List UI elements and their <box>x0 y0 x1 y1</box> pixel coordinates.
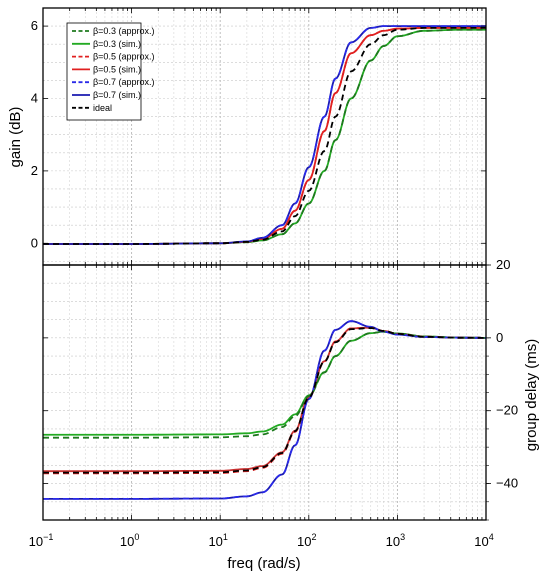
gain-plot-series <box>43 25 486 245</box>
gain-tick-label: 2 <box>31 163 38 178</box>
group-delay-tick-label: −20 <box>496 403 518 418</box>
legend-label: β=0.5 (approx.) <box>93 52 154 62</box>
legend-label: β=0.7 (sim.) <box>93 90 141 100</box>
gain-plot-ticks <box>42 8 487 265</box>
freq-tick-label: 103 <box>386 532 405 549</box>
group-delay-series-line-3 <box>43 326 487 473</box>
group-delay-series-line-4 <box>43 320 487 500</box>
group-delay-plot-ticks <box>42 264 491 521</box>
legend-box <box>66 22 142 121</box>
gain-axis-title: gain (dB) <box>7 107 24 168</box>
gain-tick-label: 4 <box>31 90 38 105</box>
legend: β=0.3 (approx.) β=0.3 (sim.) β=0.5 (approx… <box>66 22 154 121</box>
freq-tick-label: 101 <box>208 532 227 549</box>
freq-tick-label: 102 <box>297 532 316 549</box>
freq-tick-label: 10−1 <box>29 532 54 549</box>
gain-tick-label: 6 <box>31 18 38 33</box>
group-delay-series-line-5 <box>43 320 487 500</box>
freq-axis-tick-labels: 10−1 100 101 102 103 104 <box>29 532 494 549</box>
group-delay-series-line-0 <box>43 330 487 439</box>
gain-series-line-6 <box>43 27 486 245</box>
freq-tick-label: 100 <box>120 532 139 549</box>
legend-label: β=0.3 (sim.) <box>93 39 141 49</box>
group-delay-series-line-6 <box>43 327 487 474</box>
gain-plot-grid <box>42 7 486 265</box>
freq-axis-title: freq (rad/s) <box>227 555 300 572</box>
legend-label: β=0.7 (approx.) <box>93 77 154 87</box>
legend-label: β=0.5 (sim.) <box>93 64 141 74</box>
group-delay-series-line-2 <box>43 326 487 475</box>
group-delay-plot-grid <box>42 264 486 521</box>
gain-axis-tick-labels: 0 2 4 6 <box>31 18 38 250</box>
group-delay-tick-label: −40 <box>496 476 518 491</box>
group-delay-axis-title: group delay (ms) <box>523 339 540 452</box>
group-delay-tick-label: 20 <box>496 257 510 272</box>
gain-tick-label: 0 <box>31 235 38 250</box>
freq-tick-label: 104 <box>474 532 493 549</box>
group-delay-axis-tick-labels: −40 −20 0 20 <box>496 257 518 491</box>
group-delay-tick-label: 0 <box>496 330 503 345</box>
legend-label: ideal <box>93 103 112 113</box>
group-delay-series-line-1 <box>43 330 487 436</box>
legend-label: β=0.3 (approx.) <box>93 26 154 36</box>
group-delay-plot-series <box>43 320 487 500</box>
